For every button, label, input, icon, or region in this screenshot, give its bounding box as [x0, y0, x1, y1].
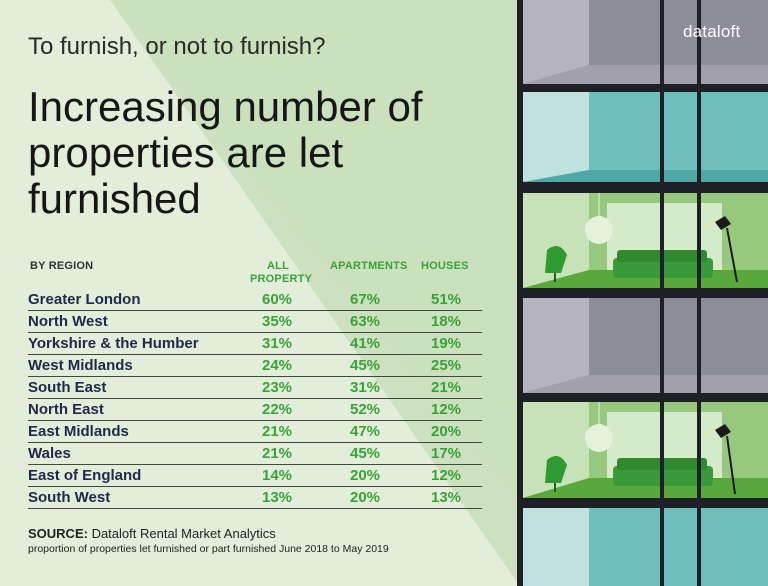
houses-value: 12%: [431, 401, 462, 418]
table-row: North East 22% 52% 12%: [28, 400, 482, 421]
floor-living-room-lower: [523, 402, 768, 498]
table-row: South East 23% 31% 21%: [28, 378, 482, 399]
column-header-region: BY REGION: [30, 260, 94, 272]
column-header-all-line2: PROPERTY: [250, 273, 313, 285]
apartments-value: 31%: [350, 379, 381, 396]
dataloft-logo: dataloft: [683, 22, 741, 41]
building-illustration: [517, 0, 768, 586]
floor-grey-top: [523, 0, 768, 84]
apartments-value: 45%: [350, 445, 381, 462]
houses-value: 20%: [431, 423, 462, 440]
column-header-all-property: ALL PROPERTY: [250, 260, 313, 286]
pendant-lamp-icon: [585, 216, 613, 244]
region-name: South West: [28, 489, 111, 506]
table-row: North West 35% 63% 18%: [28, 312, 482, 333]
region-name: South East: [28, 379, 107, 396]
region-name: North West: [28, 313, 108, 330]
houses-value: 18%: [431, 313, 462, 330]
floor-lamp-icon: [715, 216, 738, 283]
table-row: West Midlands 24% 45% 25%: [28, 356, 482, 377]
apartments-value: 52%: [350, 401, 381, 418]
region-name: Greater London: [28, 291, 141, 308]
pendant-lamp-icon: [585, 424, 613, 452]
houses-value: 17%: [431, 445, 462, 462]
houses-value: 25%: [431, 357, 462, 374]
region-name: Wales: [28, 445, 71, 462]
all-property-value: 13%: [262, 489, 293, 506]
column-header-all-line1: ALL: [267, 260, 289, 272]
houses-value: 13%: [431, 489, 462, 506]
apartments-value: 67%: [350, 291, 381, 308]
all-property-value: 24%: [262, 357, 293, 374]
floor-teal-bottom: [523, 508, 768, 586]
column-header-houses: HOUSES: [421, 260, 469, 272]
region-name: Yorkshire & the Humber: [28, 335, 199, 352]
source-label: SOURCE:: [28, 526, 88, 541]
apartments-value: 20%: [350, 489, 381, 506]
region-name: East of England: [28, 467, 142, 484]
floor-teal-top: [523, 92, 768, 182]
subtitle: To furnish, or not to furnish?: [28, 33, 326, 60]
region-name: East Midlands: [28, 423, 129, 440]
table-row: South West 13% 20% 13%: [28, 488, 482, 509]
apartments-value: 63%: [350, 313, 381, 330]
all-property-value: 35%: [262, 313, 293, 330]
floor-grey-middle: [523, 298, 768, 393]
apartments-value: 41%: [350, 335, 381, 352]
floor-lamp-icon: [715, 424, 736, 495]
source-text: Dataloft Rental Market Analytics: [87, 526, 276, 541]
table-row: Wales 21% 45% 17%: [28, 444, 482, 465]
all-property-value: 60%: [262, 291, 293, 308]
table-row: East Midlands 21% 47% 20%: [28, 422, 482, 443]
all-property-value: 14%: [262, 467, 293, 484]
floor-living-room-upper: [523, 193, 768, 288]
footnote: proportion of properties let furnished o…: [28, 543, 389, 555]
all-property-value: 31%: [262, 335, 293, 352]
source-line: SOURCE: Dataloft Rental Market Analytics: [28, 526, 276, 541]
all-property-value: 22%: [262, 401, 293, 418]
region-table: Greater London 60% 67% 51% North West 35…: [28, 290, 482, 510]
all-property-value: 21%: [262, 423, 293, 440]
headline: Increasing number of properties are let …: [28, 83, 423, 222]
chair-icon: [545, 246, 567, 273]
column-header-apartments: APARTMENTS: [330, 260, 408, 272]
chair-icon: [545, 456, 567, 483]
all-property-value: 21%: [262, 445, 293, 462]
houses-value: 21%: [431, 379, 462, 396]
houses-value: 12%: [431, 467, 462, 484]
region-name: West Midlands: [28, 357, 133, 374]
houses-value: 51%: [431, 291, 462, 308]
apartments-value: 47%: [350, 423, 381, 440]
window-mullions: [517, 0, 768, 586]
table-row: East of England 14% 20% 12%: [28, 466, 482, 487]
table-row: Greater London 60% 67% 51%: [28, 290, 482, 311]
houses-value: 19%: [431, 335, 462, 352]
apartments-value: 45%: [350, 357, 381, 374]
apartments-value: 20%: [350, 467, 381, 484]
table-row: Yorkshire & the Humber 31% 41% 19%: [28, 334, 482, 355]
all-property-value: 23%: [262, 379, 293, 396]
region-name: North East: [28, 401, 104, 418]
